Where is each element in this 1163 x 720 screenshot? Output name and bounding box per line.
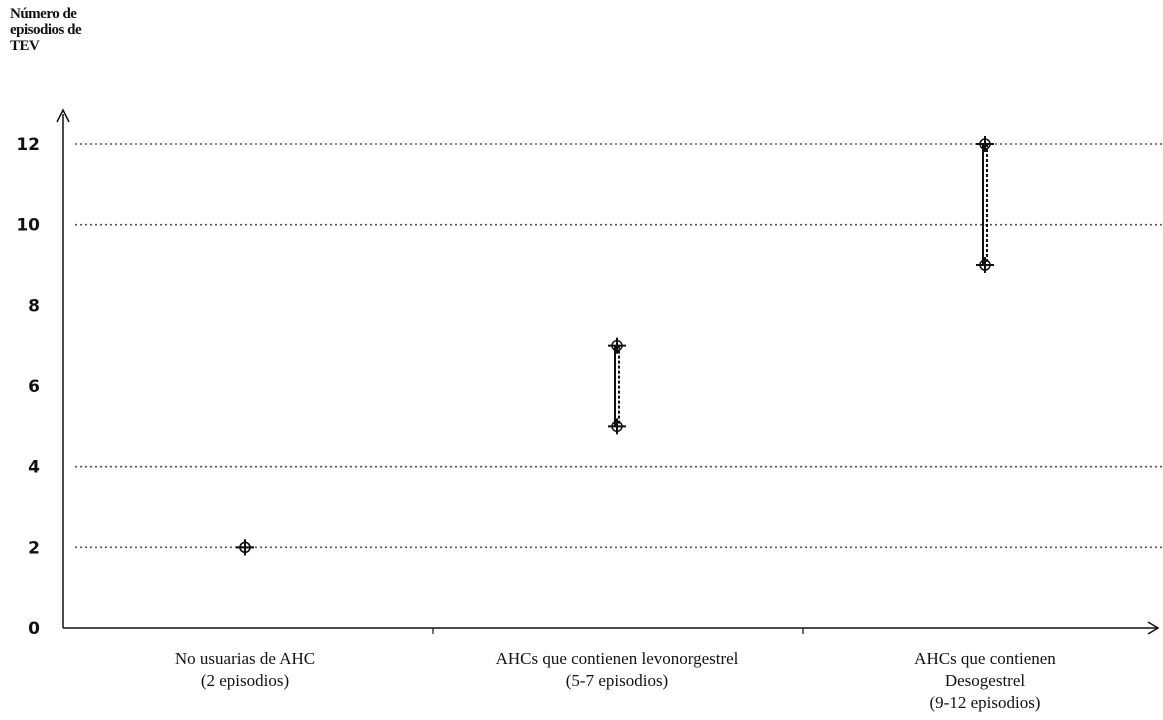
y-tick-label: 6 xyxy=(28,377,40,397)
range-marker-circle xyxy=(611,420,623,433)
y-tick-label: 4 xyxy=(28,458,40,478)
y-tick-label: 10 xyxy=(16,216,40,236)
y-tick-label: 12 xyxy=(16,135,40,155)
y-tick-label: 2 xyxy=(28,538,40,558)
y-axis-title-line: episodios de xyxy=(10,22,82,38)
range-marker-circle xyxy=(979,138,991,150)
category-label: No usuarias de AHC xyxy=(175,649,315,668)
y-tick-label: 0 xyxy=(28,619,40,639)
y-axis-arrow xyxy=(56,108,70,123)
category-label: Desogestrel xyxy=(945,671,1026,690)
range-marker-circle xyxy=(979,259,991,271)
category-label: (2 episodios) xyxy=(201,671,289,690)
y-axis-title: Número de episodios de TEV xyxy=(10,6,90,54)
range-marker-circle xyxy=(611,339,623,352)
range-marker-circle xyxy=(239,541,251,554)
category-label: (9-12 episodios) xyxy=(930,693,1041,712)
category-label: AHCs que contienen xyxy=(914,649,1056,668)
x-axis-arrow xyxy=(1147,621,1160,635)
category-label: (5-7 episodios) xyxy=(566,671,668,690)
category-label: AHCs que contienen levonorgestrel xyxy=(496,649,739,668)
y-tick-label: 8 xyxy=(28,296,40,316)
y-axis-title-line: Número de xyxy=(10,6,77,22)
y-axis-title-line: TEV xyxy=(10,38,40,54)
